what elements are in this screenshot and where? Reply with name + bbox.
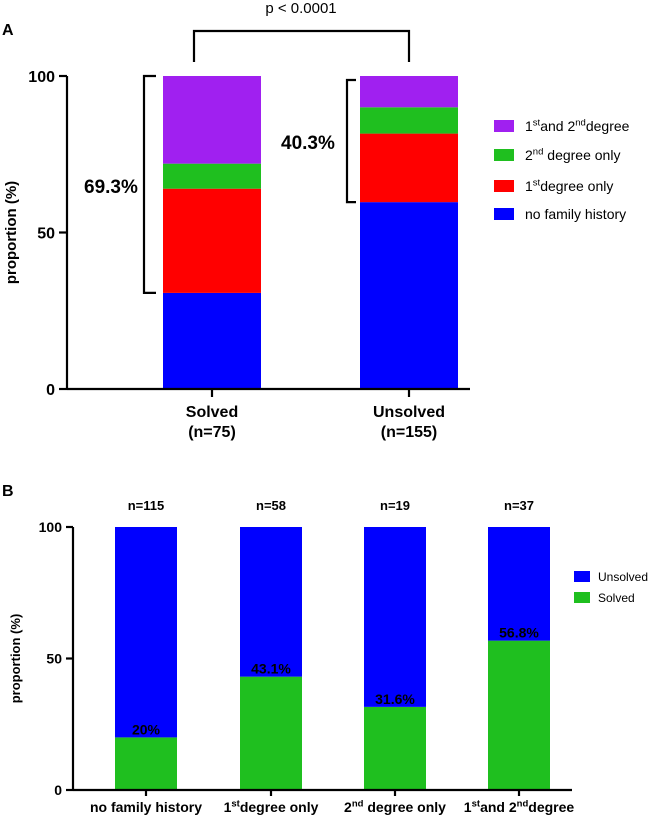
text-span: degree only xyxy=(540,178,613,194)
text-span: degree only xyxy=(363,799,446,815)
n-label: n=115 xyxy=(128,498,165,513)
text-span: degree only xyxy=(543,147,620,163)
superscript: st xyxy=(533,178,541,189)
x-category-label: 1stand 2nddegree xyxy=(464,799,575,815)
text-span: no family history xyxy=(90,799,202,815)
text-span: no family history xyxy=(525,206,626,222)
text-span: and 2 xyxy=(480,799,517,815)
legend-swatch xyxy=(494,149,514,161)
x-category-n: (n=75) xyxy=(188,424,236,441)
bar-solved-1st-degree-only xyxy=(163,188,261,293)
y-axis-title: proportion (%) xyxy=(3,181,20,284)
legend-swatch xyxy=(574,571,590,582)
bar-solved xyxy=(240,676,302,790)
text-span: 1 xyxy=(525,118,533,134)
text-span: degree xyxy=(586,118,630,134)
bar-unsolved-1st-and-2nd-degree xyxy=(360,76,458,108)
text-span: 1 xyxy=(224,799,232,815)
legend-swatch xyxy=(574,592,590,603)
bar-unsolved-no-family-history xyxy=(360,202,458,389)
legend-swatch xyxy=(494,208,514,220)
y-tick-label: 50 xyxy=(46,651,62,667)
legend-label: 1stand 2nddegree xyxy=(525,118,630,134)
bar-solved-no-family-history xyxy=(163,292,261,389)
solved-bracket xyxy=(142,74,156,295)
data-label: 56.8% xyxy=(499,625,539,641)
bar-solved xyxy=(364,706,426,790)
panel-label-b: B xyxy=(2,483,14,500)
legend-swatch xyxy=(494,120,514,132)
solved-percent-label: 69.3% xyxy=(84,177,138,198)
text-span: 1 xyxy=(525,178,533,194)
n-label: n=37 xyxy=(504,498,534,513)
superscript: st xyxy=(231,799,240,810)
x-category-label: 1stdegree only xyxy=(224,799,319,815)
bar-unsolved xyxy=(240,527,302,677)
p-value-label: p < 0.0001 xyxy=(265,0,336,17)
n-label: n=19 xyxy=(380,498,410,513)
bar-unsolved-1st-degree-only xyxy=(360,133,458,203)
x-category-label: Unsolved xyxy=(373,404,445,421)
legend-label: 1stdegree only xyxy=(525,178,613,194)
y-axis-title: proportion (%) xyxy=(8,614,23,704)
superscript: nd xyxy=(533,147,544,158)
significance-bracket xyxy=(192,29,411,62)
data-label: 31.6% xyxy=(375,691,415,707)
bar-unsolved xyxy=(364,527,426,707)
legend-label: 2nd degree only xyxy=(525,147,620,163)
y-tick-label: 50 xyxy=(37,226,55,243)
y-tick-label: 0 xyxy=(46,382,55,399)
bar-solved-1st-and-2nd-degree xyxy=(163,76,261,164)
x-category-n: (n=155) xyxy=(381,424,437,441)
panel-label-a: A xyxy=(2,22,14,39)
bar-solved xyxy=(115,737,177,790)
y-tick-label: 100 xyxy=(39,519,63,535)
text-span: 1 xyxy=(464,799,472,815)
bar-solved xyxy=(488,640,550,790)
superscript: st xyxy=(533,118,541,129)
text-span: degree xyxy=(528,799,574,815)
bar-unsolved xyxy=(488,527,550,641)
text-span: 2 xyxy=(525,147,533,163)
x-category-label: 2nd degree only xyxy=(344,799,446,815)
data-label: 43.1% xyxy=(251,661,291,677)
legend-label: no family history xyxy=(525,206,626,222)
data-label: 20% xyxy=(132,721,161,737)
superscript: nd xyxy=(517,799,529,810)
superscript: st xyxy=(472,799,481,810)
legend-swatch xyxy=(494,180,514,192)
panel-a-chart: 0 50 100 proportion (%) Solved (n=75) Unsolved… xyxy=(3,0,630,441)
text-span: 2 xyxy=(344,799,352,815)
text-span: degree only xyxy=(240,799,319,815)
unsolved-bracket xyxy=(345,78,356,204)
y-tick-label: 100 xyxy=(28,69,55,86)
legend-label: Solved xyxy=(598,591,635,605)
bar-unsolved xyxy=(115,527,177,738)
bar-unsolved-2nd-degree-only xyxy=(360,107,458,134)
x-category-label: no family history xyxy=(90,799,202,815)
x-category-label: Solved xyxy=(186,404,238,421)
superscript: nd xyxy=(575,118,586,129)
bar-solved-2nd-degree-only xyxy=(163,163,261,189)
superscript: nd xyxy=(352,799,364,810)
legend-label: Unsolved xyxy=(598,570,648,584)
unsolved-percent-label: 40.3% xyxy=(281,133,335,154)
y-tick-label: 0 xyxy=(54,782,62,798)
n-label: n=58 xyxy=(256,498,286,513)
text-span: and 2 xyxy=(540,118,575,134)
